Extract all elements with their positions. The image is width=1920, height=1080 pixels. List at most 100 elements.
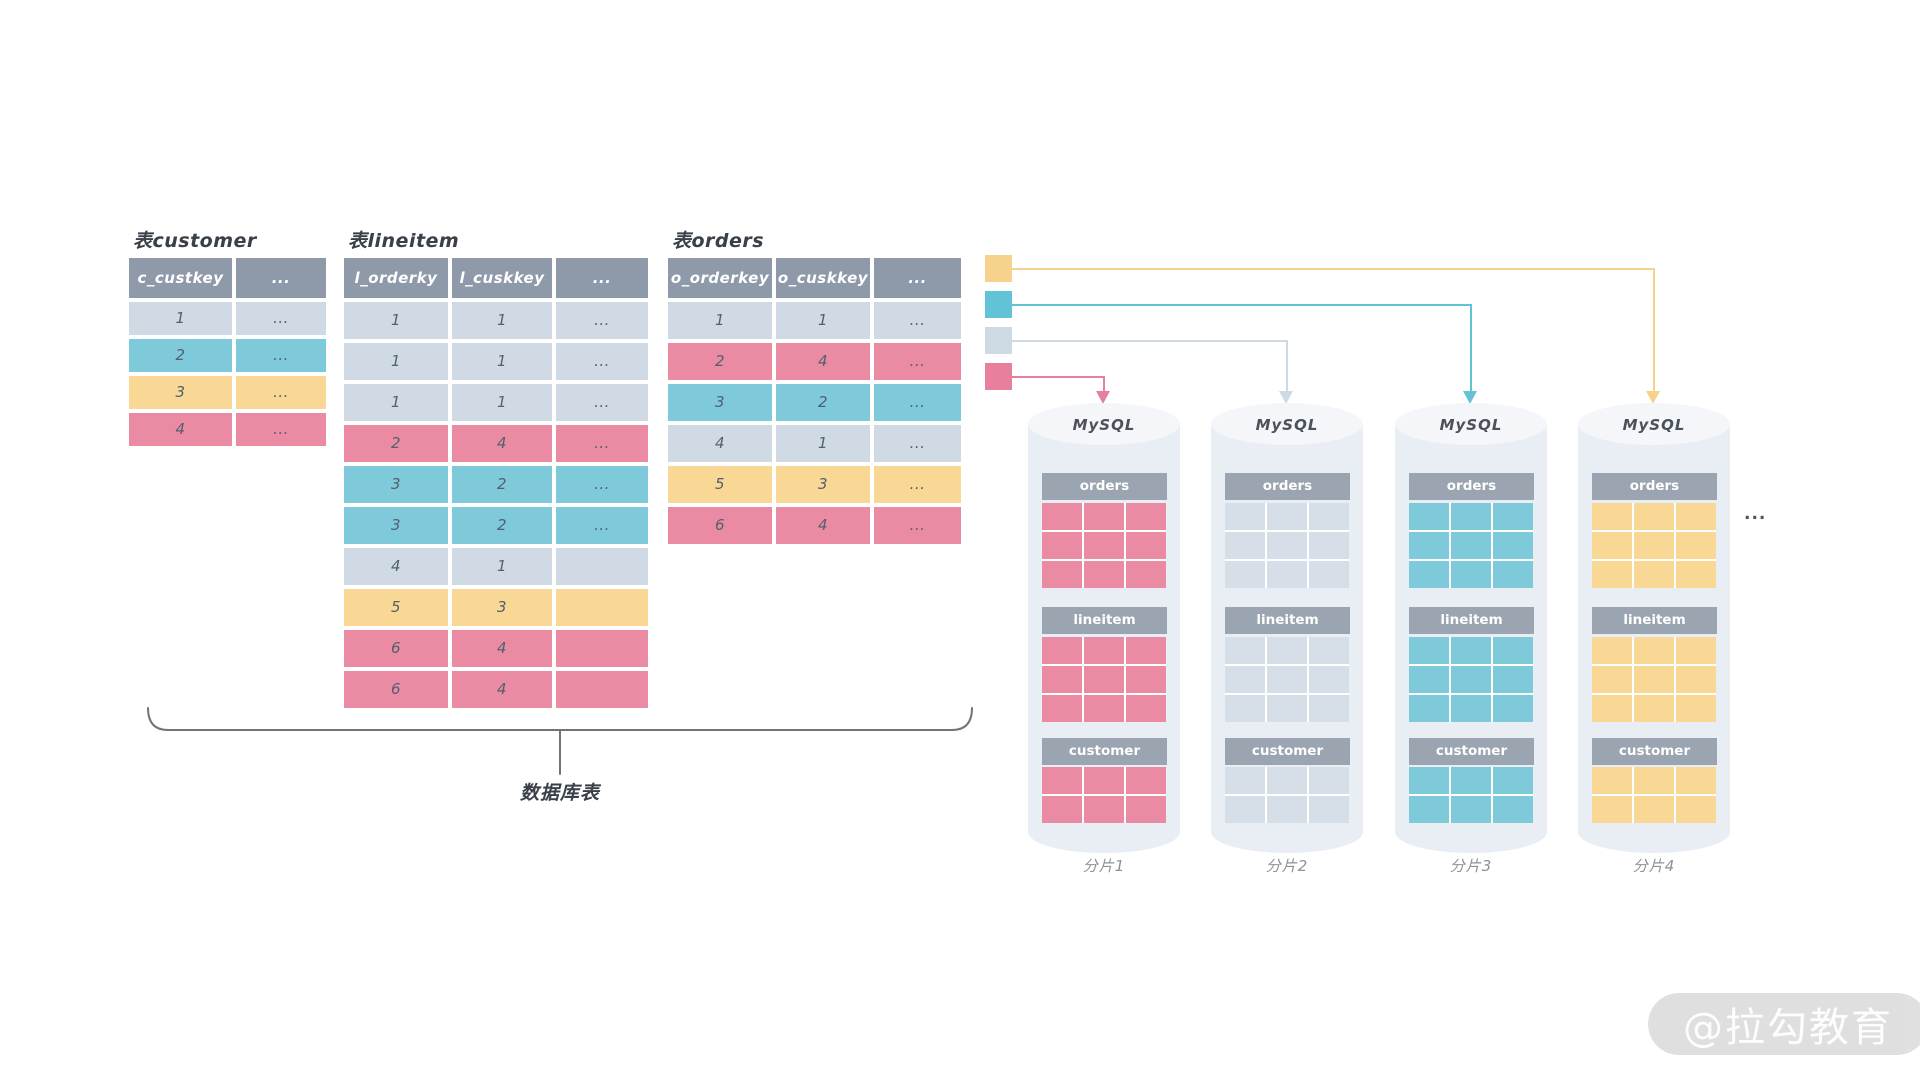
mini-table-cell <box>1676 561 1716 588</box>
table-cell: ... <box>556 425 648 462</box>
mini-table-header: customer <box>1042 738 1167 765</box>
table-cell: 5 <box>668 466 772 503</box>
mini-table-cell <box>1409 561 1449 588</box>
mini-table-cell <box>1042 767 1082 794</box>
mini-table-header: orders <box>1042 473 1167 500</box>
mini-table-header: lineitem <box>1225 607 1350 634</box>
mini-table-cell <box>1309 695 1349 722</box>
mini-table-cell <box>1493 796 1533 823</box>
mini-table-cell <box>1592 637 1632 664</box>
mini-table-cell <box>1084 503 1124 530</box>
table-title: 表customer <box>133 230 257 252</box>
mini-table-cell <box>1225 637 1265 664</box>
mini-table-cell <box>1451 796 1491 823</box>
mini-table-cell <box>1126 695 1166 722</box>
mini-table-cell <box>1592 796 1632 823</box>
table-cell: 2 <box>668 343 772 380</box>
table-cell: ... <box>236 376 326 409</box>
mini-table-cell <box>1126 666 1166 693</box>
table-cell: 1 <box>452 384 552 421</box>
mini-table-cell <box>1126 637 1166 664</box>
mini-table-cell <box>1634 561 1674 588</box>
mini-table-cell <box>1042 666 1082 693</box>
mini-table-cell <box>1409 532 1449 559</box>
table-cell <box>556 589 648 626</box>
mini-table-cell <box>1493 561 1533 588</box>
mini-table-cell <box>1676 666 1716 693</box>
mini-table-header: lineitem <box>1409 607 1534 634</box>
table-cell: 4 <box>776 507 870 544</box>
shard-label: 分片3 <box>1449 857 1493 875</box>
table-cell: 2 <box>452 466 552 503</box>
table-cell: ... <box>236 339 326 372</box>
mini-table-cell <box>1309 637 1349 664</box>
mini-table-cell <box>1409 637 1449 664</box>
mini-table-cell <box>1493 532 1533 559</box>
mysql-label: MySQL <box>1255 416 1319 434</box>
table-cell: 5 <box>344 589 448 626</box>
mini-table-cell <box>1267 796 1307 823</box>
shard-label: 分片1 <box>1082 857 1126 875</box>
mini-table-cell <box>1126 767 1166 794</box>
cylinder-top <box>1395 403 1547 445</box>
mini-table-cell <box>1126 503 1166 530</box>
brace-label: 数据库表 <box>519 782 600 804</box>
mini-table-header: lineitem <box>1042 607 1167 634</box>
connector-arrow <box>1463 391 1477 404</box>
table-cell: 1 <box>452 302 552 339</box>
table-cell <box>556 548 648 585</box>
mini-table-cell <box>1309 503 1349 530</box>
connector-arrow <box>1279 391 1293 404</box>
table-grid: c_custkey... 1... 2... 3... 4... <box>129 258 326 446</box>
mini-table-cell <box>1225 532 1265 559</box>
connector-line <box>1470 304 1472 391</box>
connector-line <box>1103 376 1105 391</box>
connector-arrow <box>1096 391 1110 404</box>
table-cell: 1 <box>452 548 552 585</box>
mini-table-cell <box>1676 532 1716 559</box>
mini-table-cell <box>1267 695 1307 722</box>
table-cell: ... <box>874 302 961 339</box>
mini-table-cell <box>1634 695 1674 722</box>
column-header-cell: l_orderky <box>344 258 448 298</box>
table-cell: 1 <box>344 302 448 339</box>
mini-table-cell <box>1634 796 1674 823</box>
table-cell: 3 <box>776 466 870 503</box>
legend-swatch-gray <box>985 327 1012 354</box>
mini-table-cell <box>1451 532 1491 559</box>
table-cell: 3 <box>344 507 448 544</box>
mini-table-cell <box>1126 796 1166 823</box>
table-cell: ... <box>874 343 961 380</box>
mysql-label: MySQL <box>1439 416 1503 434</box>
table-cell: 3 <box>668 384 772 421</box>
mini-table-cell <box>1084 666 1124 693</box>
mini-table-cell <box>1267 767 1307 794</box>
mini-table-cell <box>1451 767 1491 794</box>
mini-table-grid <box>1042 503 1166 588</box>
mini-table-cell <box>1084 532 1124 559</box>
watermark-text: @拉勾教育 <box>1683 1005 1893 1051</box>
connector-line <box>1012 340 1288 342</box>
mini-table-cell <box>1126 561 1166 588</box>
mini-table-cell <box>1592 666 1632 693</box>
mini-table-grid <box>1225 503 1349 588</box>
table-cell: ... <box>556 302 648 339</box>
mini-table-grid <box>1592 767 1716 823</box>
shard-cylinder: MySQL orders lineitem customer 分片2 <box>1211 403 1363 883</box>
table-cell: ... <box>874 384 961 421</box>
mini-table-cell <box>1676 767 1716 794</box>
table-grid: o_orderkey o_cuskkey... 1 1... 2 4... 3 2... 4 1.… <box>668 258 961 544</box>
table-cell: 2 <box>129 339 232 372</box>
mini-table-cell <box>1042 561 1082 588</box>
table-cell: 4 <box>668 425 772 462</box>
mini-table-cell <box>1309 561 1349 588</box>
table-cell: 1 <box>344 384 448 421</box>
mini-table-cell <box>1309 796 1349 823</box>
column-header-cell: c_custkey <box>129 258 232 298</box>
mini-table-cell <box>1084 767 1124 794</box>
mini-table-cell <box>1676 796 1716 823</box>
mini-table-cell <box>1309 767 1349 794</box>
mini-table-cell <box>1309 532 1349 559</box>
table-cell: 2 <box>452 507 552 544</box>
